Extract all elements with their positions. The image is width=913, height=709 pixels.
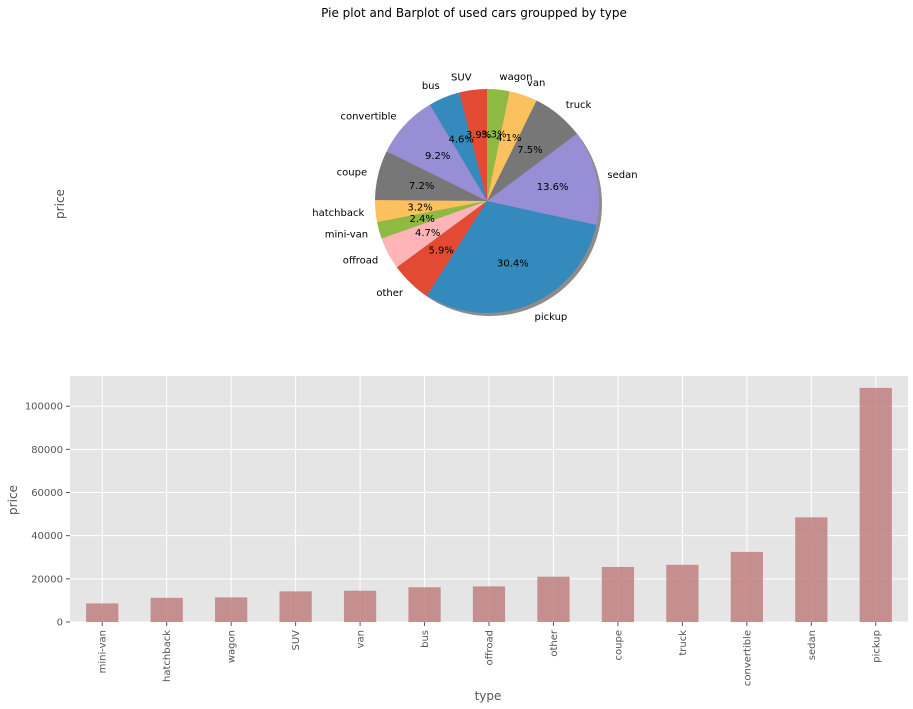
pie-slice-wagon bbox=[487, 89, 510, 201]
pie-pct-truck: 7.5% bbox=[517, 145, 542, 156]
bar-series bbox=[86, 387, 892, 622]
bar-other bbox=[537, 576, 570, 622]
bar-xtick-label-sedan: sedan bbox=[807, 630, 818, 660]
pie-pct-suv: 3.9% bbox=[466, 130, 491, 141]
pie-label-other: other bbox=[376, 288, 404, 299]
pie-label-van: van bbox=[527, 78, 545, 89]
pie-slice-suv bbox=[459, 89, 487, 201]
pie-pct-other: 5.9% bbox=[428, 246, 453, 257]
pie-slice-convertible bbox=[386, 104, 487, 201]
pie-pct-mini-van: 2.4% bbox=[409, 214, 434, 225]
pie-label-mini-van: mini-van bbox=[325, 229, 368, 240]
bar-ytick-label: 0 bbox=[57, 618, 63, 629]
pie-pct-van: 4.1% bbox=[496, 133, 521, 144]
pie-pct-offroad: 4.7% bbox=[415, 228, 440, 239]
pie-slice-coupe bbox=[375, 151, 487, 201]
pie-pct-wagon: 3.3% bbox=[481, 130, 506, 141]
pie-slice-bus bbox=[429, 92, 487, 201]
bar-coupe bbox=[601, 566, 635, 622]
bar-xtick-label-suv: SUV bbox=[291, 630, 302, 651]
pie-pct-sedan: 13.6% bbox=[537, 182, 569, 193]
bar-hatchback bbox=[150, 597, 183, 622]
bar-ytick-label: 20000 bbox=[31, 574, 63, 585]
bar-y-ticks: 0 20000 40000 60000 80000 100000 bbox=[25, 402, 70, 629]
bar-xtick-label-bus: bus bbox=[420, 630, 431, 648]
bar-xtick-label-mini-van: mini-van bbox=[98, 630, 109, 673]
bar-bus bbox=[408, 587, 441, 622]
pie-ylabel: price bbox=[53, 189, 67, 219]
pie-slice-van bbox=[487, 91, 537, 201]
pie-slice-hatchback bbox=[374, 200, 487, 223]
pie-pct-convertible: 9.2% bbox=[425, 151, 450, 162]
bar-offroad bbox=[472, 586, 506, 622]
pie-label-convertible: convertible bbox=[340, 111, 396, 122]
pie-pct-coupe: 7.2% bbox=[409, 181, 434, 192]
pie-label-coupe: coupe bbox=[337, 168, 367, 179]
bar-pickup bbox=[859, 387, 892, 622]
bar-xtick-label-pickup: pickup bbox=[871, 630, 882, 663]
pie-slice-mini-van bbox=[377, 201, 487, 239]
bar-chart: 0 20000 40000 60000 80000 100000 mini-van hatc… bbox=[6, 376, 908, 703]
bar-sedan bbox=[795, 517, 828, 622]
bar-xlabel: type bbox=[475, 689, 502, 703]
bar-ylabel: price bbox=[6, 485, 20, 515]
bar-wagon bbox=[215, 597, 248, 622]
pie-labels: SUV bus convertible coupe hatchback mini-van o… bbox=[312, 72, 637, 323]
pie-slices bbox=[374, 89, 600, 314]
pie-slice-pickup bbox=[427, 201, 597, 314]
pie-label-wagon: wagon bbox=[499, 72, 532, 83]
bar-xtick-label-wagon: wagon bbox=[227, 630, 238, 663]
bar-xtick-label-offroad: offroad bbox=[485, 630, 496, 666]
bar-van bbox=[343, 590, 377, 622]
pie-chart: price SUV bus convertible coupe hatchback min… bbox=[53, 72, 638, 323]
pie-label-hatchback: hatchback bbox=[312, 208, 364, 219]
pie-slice-other bbox=[396, 201, 487, 296]
pie-pct-hatchback: 3.2% bbox=[407, 203, 432, 214]
bar-xtick-label-coupe: coupe bbox=[613, 630, 624, 660]
bar-convertible bbox=[730, 551, 763, 622]
pie-slice-truck bbox=[487, 100, 577, 201]
bar-xtick-label-truck: truck bbox=[678, 630, 689, 656]
bar-xtick-label-other: other bbox=[549, 629, 560, 657]
pie-label-offroad: offroad bbox=[343, 255, 379, 266]
pie-percent-labels: 3.9%4.6% 9.2% 7.2% 3.2%2.4% 4.7% 5.9% 30.4% 13.… bbox=[407, 130, 568, 270]
bar-xtick-label-hatchback: hatchback bbox=[162, 630, 173, 682]
bar-xtick-label-convertible: convertible bbox=[742, 630, 753, 686]
bar-xtick-label-van: van bbox=[356, 630, 367, 648]
figure-title: Pie plot and Barplot of used cars groupp… bbox=[321, 6, 627, 20]
pie-label-sedan: sedan bbox=[607, 170, 637, 181]
bar-ytick-label: 40000 bbox=[31, 531, 63, 542]
bar-ytick-label: 100000 bbox=[25, 402, 63, 413]
bar-ytick-label: 60000 bbox=[31, 488, 63, 499]
bar-mini-van bbox=[86, 603, 119, 622]
bar-ytick-label: 80000 bbox=[31, 445, 63, 456]
pie-label-bus: bus bbox=[422, 81, 440, 92]
pie-label-suv: SUV bbox=[451, 72, 472, 83]
pie-slice-sedan bbox=[487, 133, 600, 225]
pie-label-truck: truck bbox=[566, 100, 592, 111]
bar-truck bbox=[666, 564, 699, 622]
pie-label-pickup: pickup bbox=[534, 312, 567, 323]
pie-pct-bus: 4.6% bbox=[449, 134, 474, 145]
pie-slice-offroad bbox=[381, 201, 487, 268]
pie-pct-pickup: 30.4% bbox=[497, 259, 529, 270]
bar-x-ticks: mini-van hatchback wagon SUV van bus offroad ot… bbox=[98, 622, 882, 686]
bar-suv bbox=[279, 591, 312, 622]
